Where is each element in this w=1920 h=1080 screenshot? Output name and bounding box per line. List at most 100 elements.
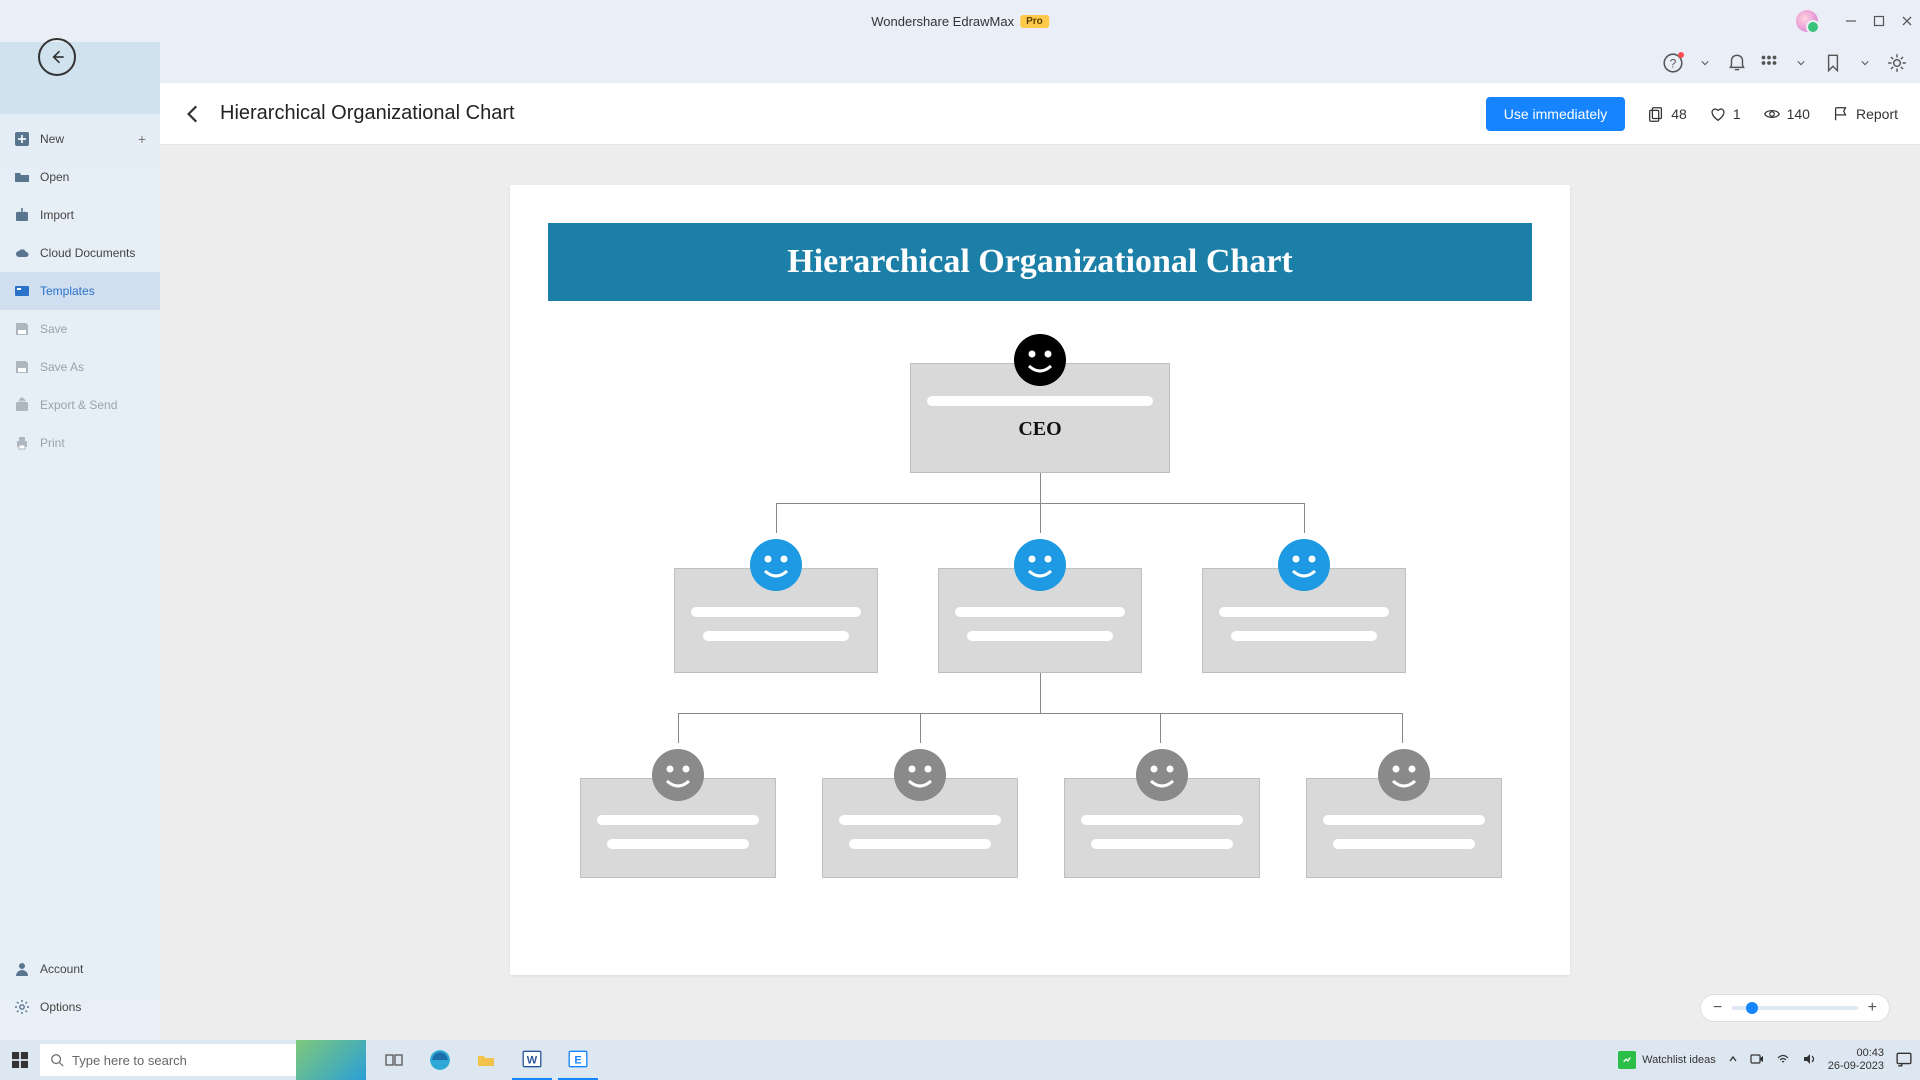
canvas-viewport[interactable]: Hierarchical Organizational Chart CEO (160, 145, 1920, 1040)
chevron-down-icon[interactable] (1854, 52, 1876, 74)
sidebar-item-open[interactable]: Open (0, 158, 160, 196)
watchlist-ideas[interactable]: Watchlist ideas (1618, 1051, 1716, 1069)
sidebar-item-account[interactable]: Account (0, 950, 160, 988)
chevron-down-icon[interactable] (1790, 52, 1812, 74)
views-stat[interactable]: 140 (1763, 105, 1810, 123)
placeholder-bar (1081, 815, 1243, 825)
smiley-icon (1014, 539, 1066, 591)
node-l3-b (822, 778, 1018, 878)
sidebar-item-label: New (40, 132, 64, 146)
tray-volume-icon[interactable] (1802, 1052, 1816, 1069)
zoom-in-button[interactable]: + (1868, 999, 1877, 1017)
plus-square-icon (14, 131, 30, 147)
tray-clock[interactable]: 00:43 26-09-2023 (1828, 1047, 1884, 1072)
views-count: 140 (1787, 106, 1810, 122)
tray-wifi-icon[interactable] (1776, 1052, 1790, 1069)
copies-stat[interactable]: 48 (1647, 105, 1687, 123)
minimize-button[interactable] (1844, 14, 1858, 28)
bookmark-icon[interactable] (1822, 52, 1844, 74)
sidebar-item-cloud[interactable]: Cloud Documents (0, 234, 160, 272)
node-role: CEO (911, 418, 1169, 441)
bell-icon[interactable] (1726, 52, 1748, 74)
sidebar: New + Open Import Cloud Documents Templa… (0, 114, 160, 1040)
smiley-icon (1136, 749, 1188, 801)
placeholder-bar (967, 631, 1113, 641)
report-label: Report (1856, 106, 1898, 122)
task-view-icon[interactable] (374, 1040, 414, 1080)
template-canvas: Hierarchical Organizational Chart CEO (510, 185, 1570, 975)
folder-icon (14, 169, 30, 185)
save-icon (14, 359, 30, 375)
tray-notifications-icon[interactable] (1896, 1051, 1912, 1070)
sidebar-item-new[interactable]: New + (0, 120, 160, 158)
copies-count: 48 (1671, 106, 1687, 122)
org-chart: CEO (510, 313, 1570, 955)
word-icon[interactable]: W (512, 1040, 552, 1080)
user-avatar[interactable] (1796, 10, 1818, 32)
placeholder-bar (1219, 607, 1389, 617)
search-highlight-icon[interactable] (296, 1040, 366, 1080)
sidebar-item-label: Export & Send (40, 398, 117, 412)
sidebar-item-label: Print (40, 436, 65, 450)
sidebar-item-templates[interactable]: Templates (0, 272, 160, 310)
maximize-button[interactable] (1872, 14, 1886, 28)
use-immediately-button[interactable]: Use immediately (1486, 97, 1625, 131)
export-icon (14, 397, 30, 413)
taskbar-search[interactable]: Type here to search (40, 1044, 300, 1076)
tray-time: 00:43 (1828, 1047, 1884, 1060)
taskbar: Type here to search W E Watchlist ideas … (0, 1040, 1920, 1080)
sidebar-item-import[interactable]: Import (0, 196, 160, 234)
connector (920, 713, 921, 743)
smiley-icon (1378, 749, 1430, 801)
placeholder-bar (607, 839, 749, 849)
edrawmax-icon[interactable]: E (558, 1040, 598, 1080)
explorer-icon[interactable] (466, 1040, 506, 1080)
placeholder-bar (703, 631, 849, 641)
connector (776, 503, 777, 533)
placeholder-bar (1323, 815, 1485, 825)
sidebar-item-label: Save As (40, 360, 84, 374)
back-circle-button[interactable] (38, 38, 76, 76)
main-content: Hierarchical Organizational Chart Use im… (160, 83, 1920, 1040)
close-button[interactable] (1900, 14, 1914, 28)
add-new-icon[interactable]: + (138, 131, 146, 147)
node-l3-a (580, 778, 776, 878)
notification-dot (1678, 52, 1684, 58)
chevron-down-icon[interactable] (1694, 52, 1716, 74)
user-icon (14, 961, 30, 977)
zoom-thumb[interactable] (1746, 1002, 1758, 1014)
zoom-out-button[interactable]: − (1713, 999, 1722, 1017)
app-title: Wondershare EdrawMax Pro (871, 14, 1049, 29)
sidebar-item-label: Save (40, 322, 67, 336)
svg-text:E: E (574, 1054, 581, 1066)
placeholder-bar (1231, 631, 1377, 641)
zoom-track[interactable] (1732, 1006, 1857, 1010)
edge-icon[interactable] (420, 1040, 460, 1080)
help-icon[interactable]: ? (1662, 52, 1684, 74)
app-title-text: Wondershare EdrawMax (871, 14, 1014, 29)
connector (1304, 503, 1305, 533)
print-icon (14, 435, 30, 451)
back-button[interactable] (182, 103, 204, 125)
sidebar-item-label: Import (40, 208, 74, 222)
connector (678, 713, 1402, 714)
sidebar-item-label: Options (40, 1000, 81, 1014)
placeholder-bar (927, 396, 1153, 406)
report-button[interactable]: Report (1832, 105, 1898, 123)
node-l2-c (1202, 568, 1406, 673)
sidebar-item-options[interactable]: Options (0, 988, 160, 1026)
sidebar-item-label: Account (40, 962, 83, 976)
start-button[interactable] (0, 1040, 40, 1080)
likes-stat[interactable]: 1 (1709, 105, 1741, 123)
pro-badge: Pro (1020, 15, 1049, 28)
settings-icon[interactable] (1886, 52, 1908, 74)
sidebar-item-label: Open (40, 170, 69, 184)
apps-icon[interactable] (1758, 52, 1780, 74)
tray-chevron-icon[interactable] (1728, 1054, 1738, 1067)
tray-meet-icon[interactable] (1750, 1052, 1764, 1069)
tray-date: 26-09-2023 (1828, 1060, 1884, 1073)
save-icon (14, 321, 30, 337)
sidebar-item-label: Templates (40, 284, 95, 298)
zoom-control[interactable]: − + (1700, 994, 1890, 1022)
node-l3-d (1306, 778, 1502, 878)
